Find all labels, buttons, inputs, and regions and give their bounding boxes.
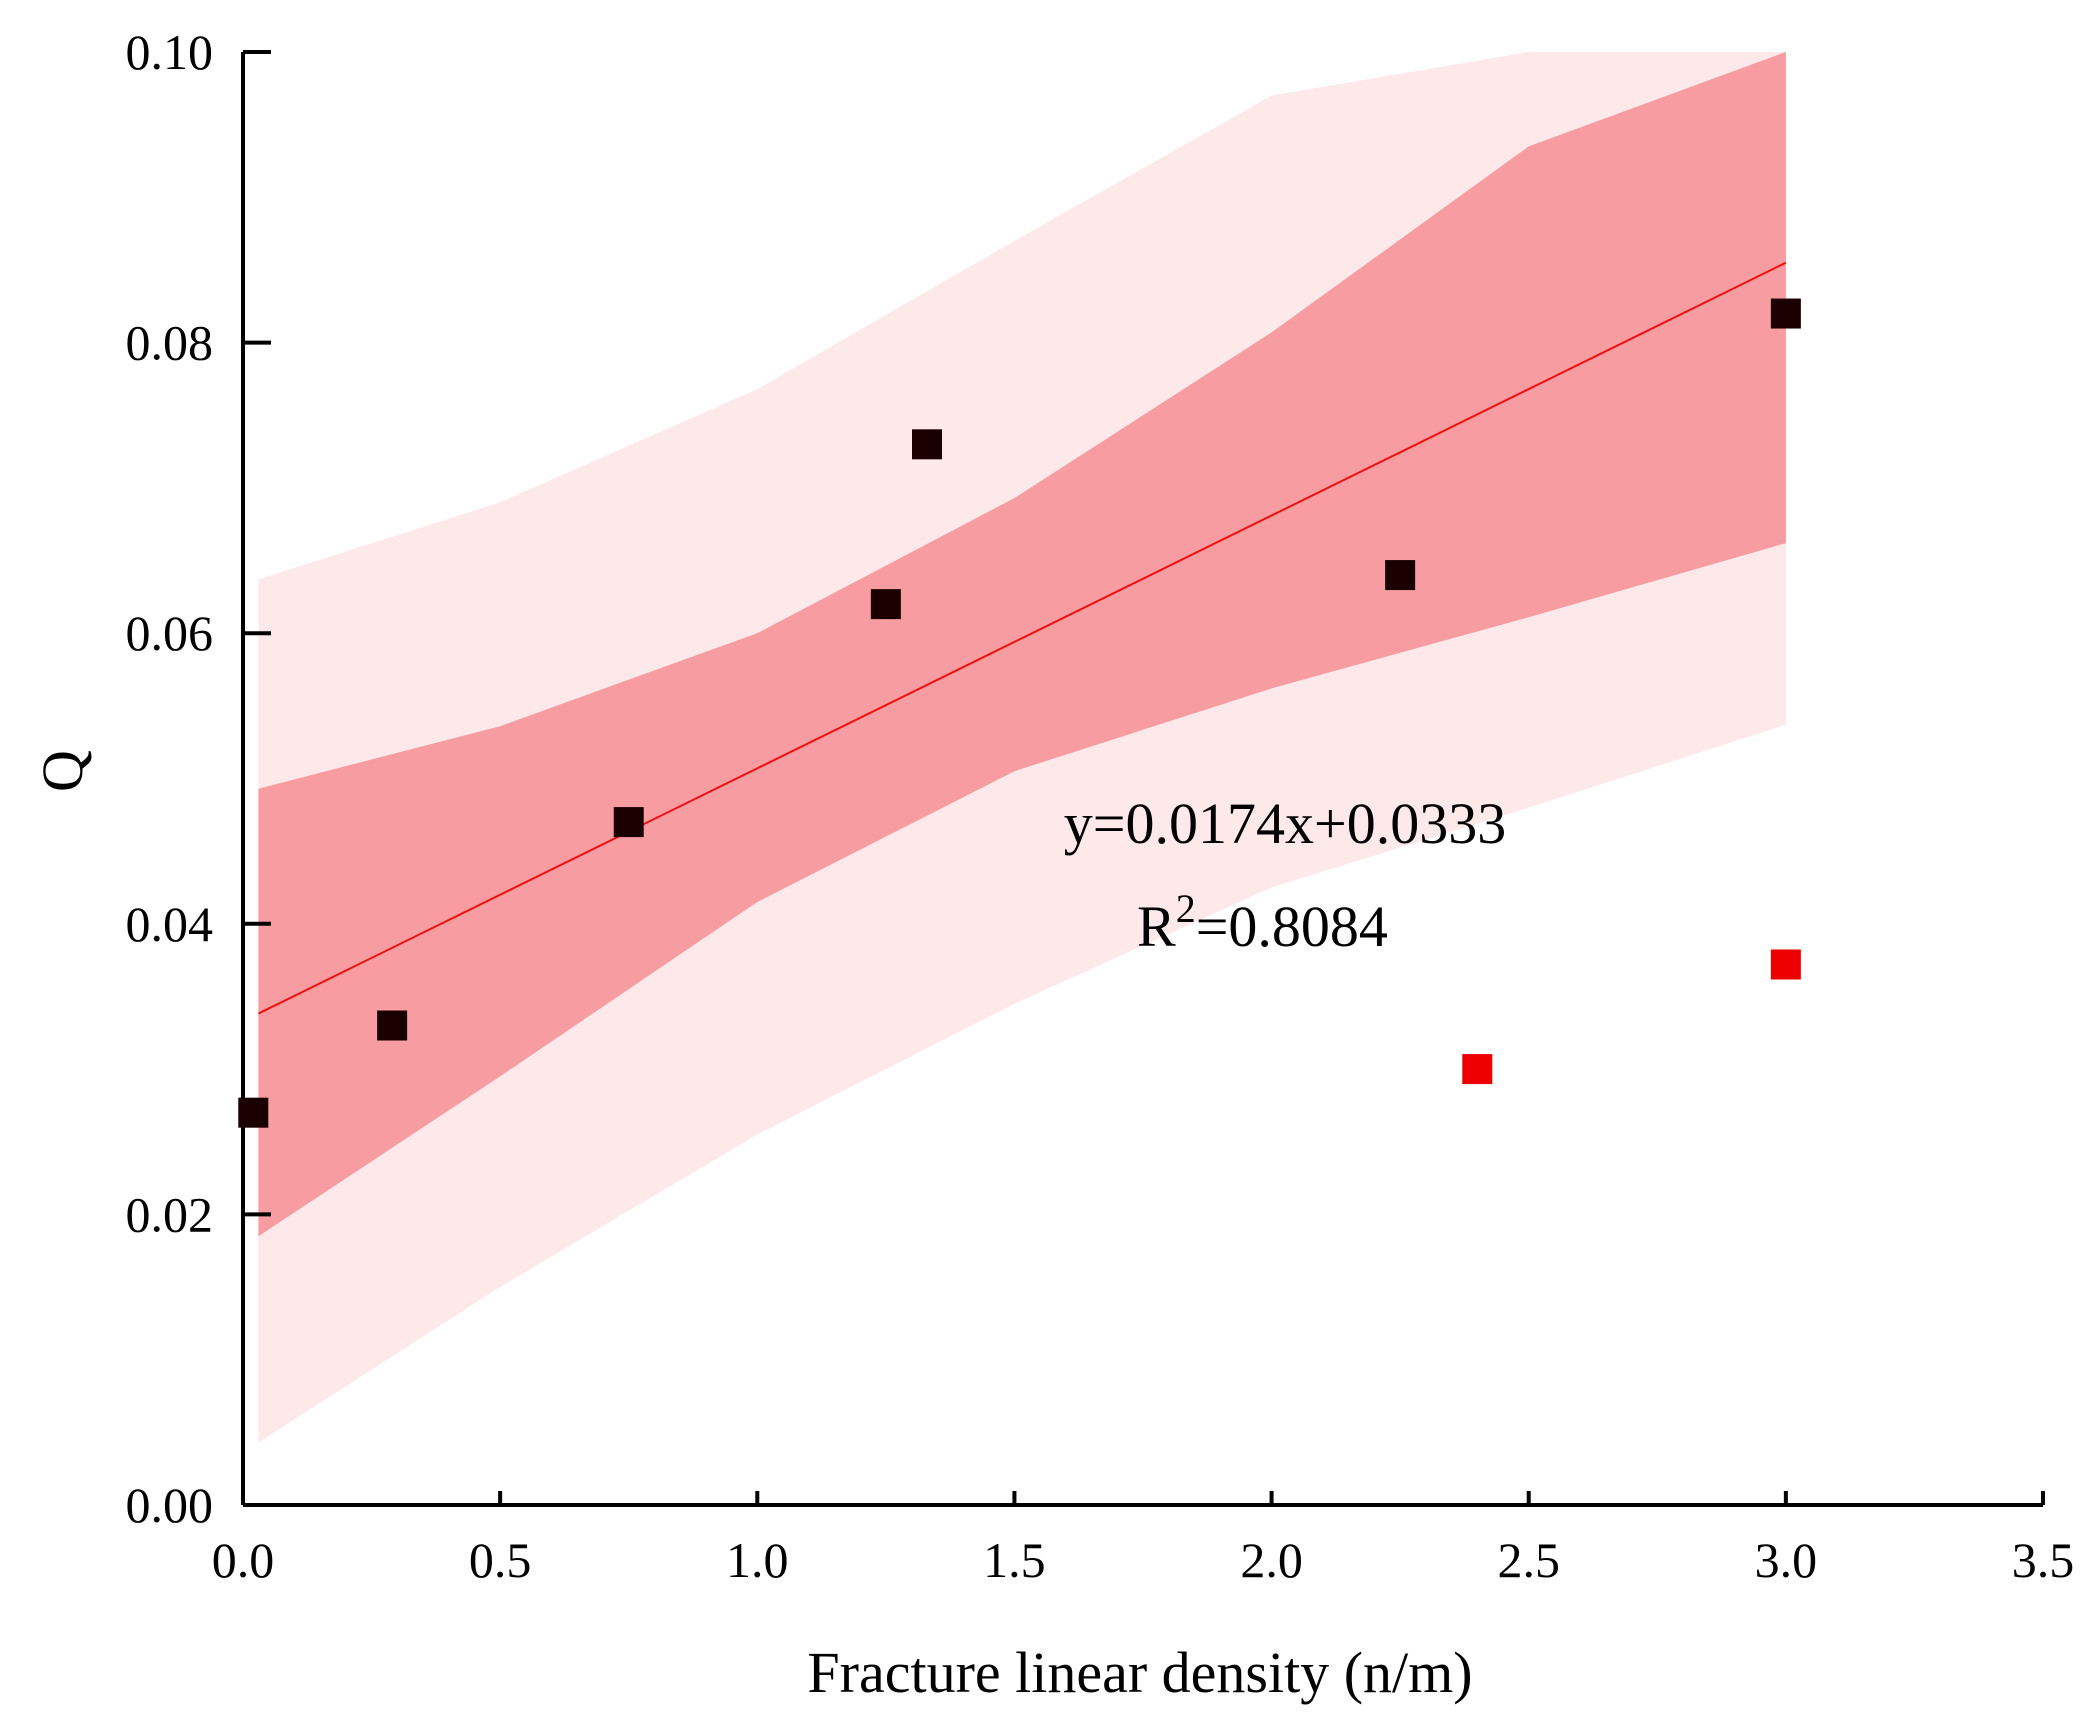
data-point-fitted [1770, 298, 1801, 329]
r-squared-r: R [1137, 894, 1176, 959]
y-tick-label: 0.08 [126, 315, 214, 371]
data-point-fitted [870, 589, 901, 620]
fit-line [257, 261, 1787, 1015]
r-squared-value: =0.8084 [1196, 894, 1388, 959]
x-axis-title: Fracture linear density (n/m) [807, 1640, 1472, 1705]
confidence-band [258, 52, 1786, 1237]
fit-line-layer [257, 261, 1787, 1015]
data-point-fitted [238, 1097, 269, 1128]
tick-labels: 0.0 0.5 1.0 1.5 2.0 2.5 3.0 3.5 0.00 0.02 0.04 0.06… [126, 24, 2075, 1588]
y-tick-label: 0.06 [126, 605, 214, 661]
x-tick-label: 1.0 [726, 1532, 789, 1588]
data-point-fitted [1385, 560, 1416, 591]
x-tick-label: 0.5 [469, 1532, 532, 1588]
y-tick-label: 0.04 [126, 896, 214, 952]
data-point-excluded [1770, 949, 1801, 980]
data-point-fitted [377, 1010, 408, 1041]
x-tick-label: 2.5 [1497, 1532, 1560, 1588]
x-tick-label: 2.0 [1240, 1532, 1303, 1588]
x-tick-label: 0.0 [212, 1532, 275, 1588]
data-point-fitted [613, 807, 644, 838]
y-tick-label: 0.00 [126, 1477, 214, 1533]
data-point-fitted [912, 429, 942, 460]
y-tick-label: 0.10 [126, 24, 214, 80]
confidence-band-layer [258, 52, 1786, 1237]
data-point-excluded [1462, 1054, 1493, 1085]
x-tick-label: 3.5 [2012, 1532, 2075, 1588]
r-squared-superscript: 2 [1176, 886, 1196, 931]
r-squared-label: R2=0.8084 [1137, 886, 1388, 959]
x-tick-label: 3.0 [1755, 1532, 1818, 1588]
x-tick-label: 1.5 [983, 1532, 1046, 1588]
axes [241, 50, 2045, 1507]
y-axis-title: Q [30, 750, 95, 792]
y-tick-label: 0.02 [126, 1186, 214, 1242]
data-points [238, 298, 1801, 1128]
fit-equation: y=0.0174x+0.0333 [1064, 791, 1506, 856]
